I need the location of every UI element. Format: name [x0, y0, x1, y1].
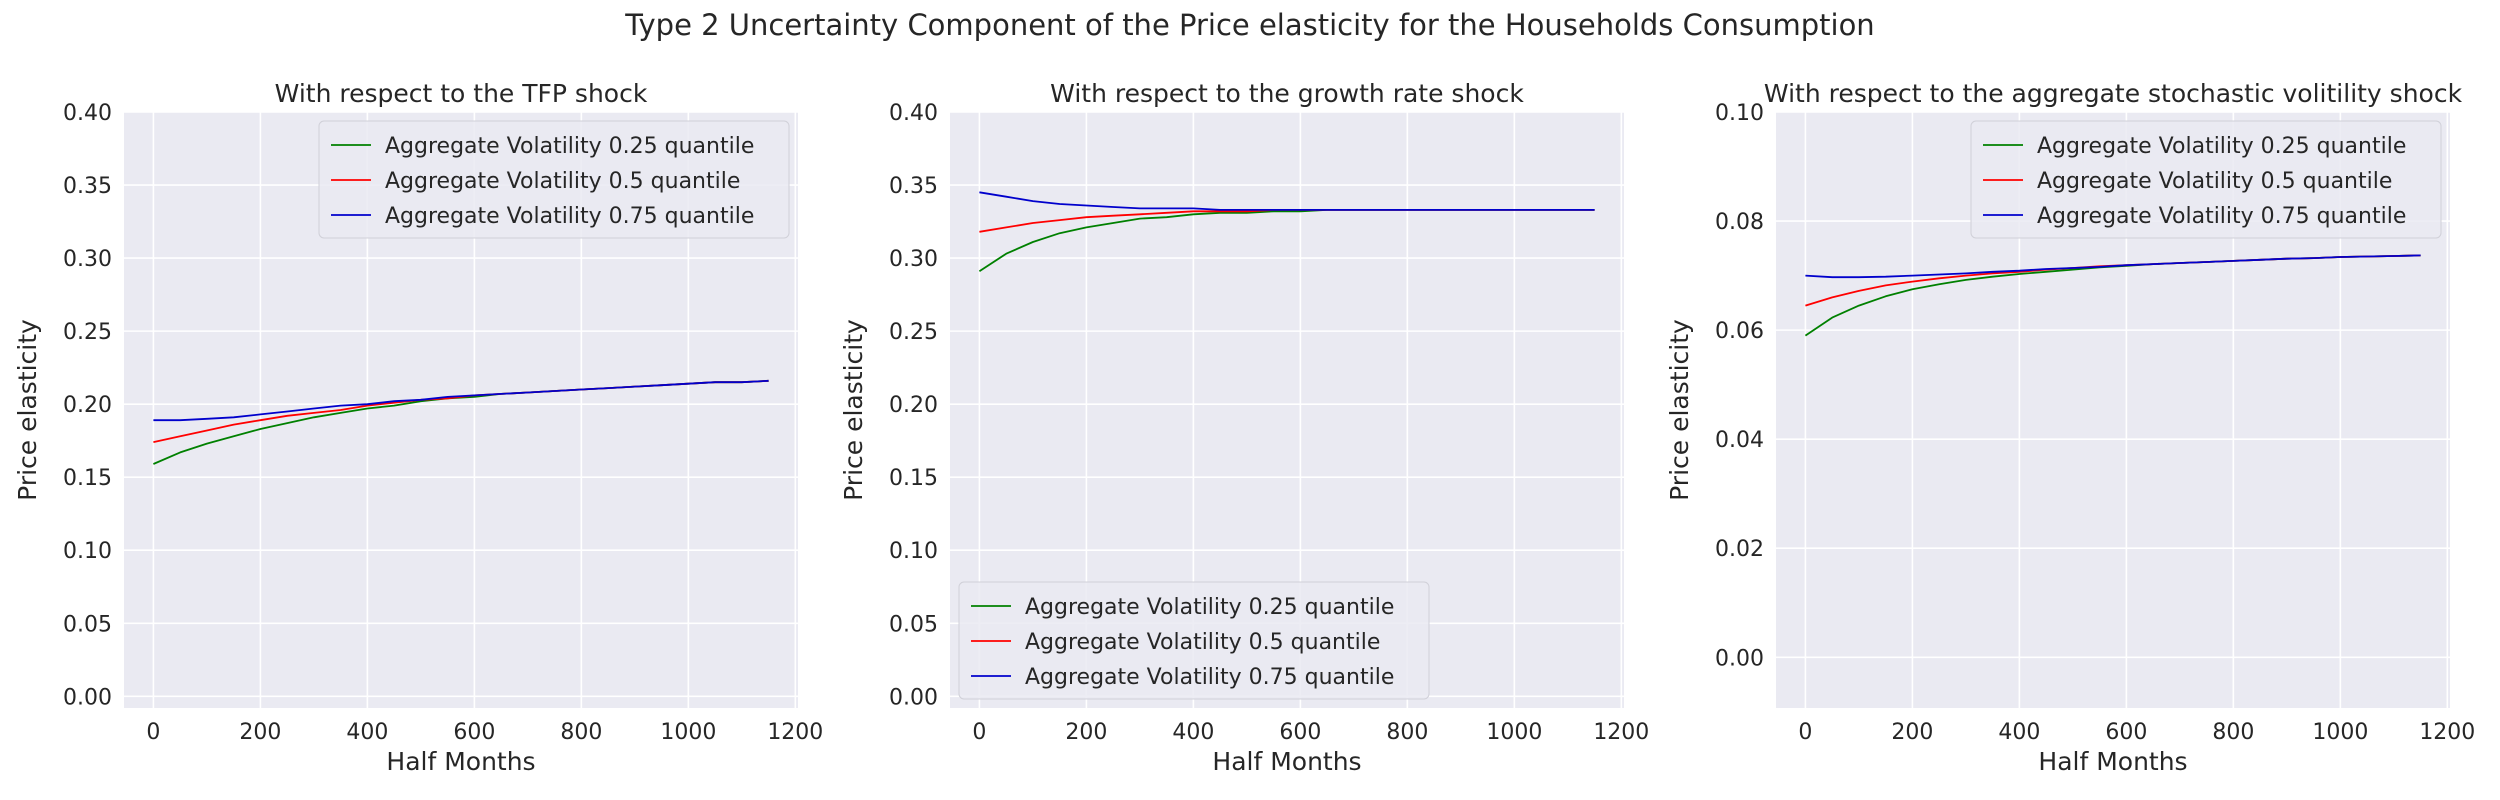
legend-label: Aggregate Volatility 0.5 quantile — [385, 169, 740, 194]
chart-panel-1: 0 200 400 600 800 1000 1200 0.00 0.05 0.10 0.15 0.2… — [13, 79, 823, 776]
y-tick-label: 0.35 — [889, 174, 938, 199]
legend: Aggregate Volatility 0.25 quantile Aggreg… — [318, 120, 790, 239]
x-tick-label: 1200 — [767, 720, 823, 745]
x-tick-label: 0 — [1798, 720, 1812, 745]
x-axis-label: Half Months — [386, 747, 535, 776]
series-line-3 — [1805, 254, 2421, 279]
legend-box — [318, 120, 790, 239]
legend: Aggregate Volatility 0.25 quantile Aggreg… — [958, 581, 1430, 700]
x-tick-label: 200 — [239, 720, 281, 745]
y-axis-label: Price elasticity — [13, 319, 42, 501]
legend-box — [1970, 120, 2442, 239]
y-tick-label: 0.04 — [1715, 428, 1764, 453]
y-axis-label: Price elasticity — [1665, 319, 1694, 501]
x-tick-label: 1000 — [660, 720, 716, 745]
y-tick-label: 0.25 — [889, 320, 938, 345]
x-tick-label: 0 — [146, 720, 160, 745]
x-tick-label: 800 — [2212, 720, 2254, 745]
x-tick-label: 200 — [1065, 720, 1107, 745]
legend-label: Aggregate Volatility 0.25 quantile — [2037, 134, 2406, 159]
x-tick-label: 800 — [560, 720, 602, 745]
x-tick-label: 600 — [1279, 720, 1321, 745]
legend-label: Aggregate Volatility 0.75 quantile — [2037, 204, 2406, 229]
y-tick-label: 0.20 — [889, 393, 938, 418]
x-tick-label: 600 — [2105, 720, 2147, 745]
chart-panel-3: 0 200 400 600 800 1000 1200 0.00 0.02 0.04 0.06 0.0… — [1665, 79, 2475, 776]
y-tick-label: 0.30 — [63, 247, 112, 272]
y-tick-label: 0.10 — [1715, 101, 1764, 126]
legend-label: Aggregate Volatility 0.75 quantile — [1025, 665, 1394, 690]
y-tick-label: 0.30 — [889, 247, 938, 272]
legend-box — [958, 581, 1430, 700]
legend-label: Aggregate Volatility 0.5 quantile — [1025, 630, 1380, 655]
y-tick-label: 0.15 — [889, 466, 938, 491]
panel-title: With respect to the aggregate stochastic… — [1764, 79, 2463, 108]
y-tick-label: 0.02 — [1715, 537, 1764, 562]
y-tick-label: 0.40 — [63, 101, 112, 126]
chart-panel-2: 0 200 400 600 800 1000 1200 0.00 0.05 0.10 0.15 0.2… — [839, 79, 1649, 776]
x-tick-label: 800 — [1386, 720, 1428, 745]
y-tick-label: 0.10 — [889, 539, 938, 564]
x-tick-label: 1000 — [2312, 720, 2368, 745]
series-line-3 — [979, 191, 1595, 211]
y-tick-label: 0.06 — [1715, 319, 1764, 344]
y-tick-label: 0.35 — [63, 174, 112, 199]
x-tick-label: 1200 — [1593, 720, 1649, 745]
x-axis-label: Half Months — [2038, 747, 2187, 776]
y-tick-label: 0.05 — [889, 612, 938, 637]
x-tick-label: 400 — [1172, 720, 1214, 745]
x-tick-label: 200 — [1891, 720, 1933, 745]
y-tick-label: 0.40 — [889, 101, 938, 126]
y-tick-label: 0.00 — [889, 685, 938, 710]
x-tick-label: 1000 — [1486, 720, 1542, 745]
legend-label: Aggregate Volatility 0.75 quantile — [385, 204, 754, 229]
x-tick-label: 400 — [346, 720, 388, 745]
x-tick-label: 0 — [972, 720, 986, 745]
x-tick-label: 1200 — [2419, 720, 2475, 745]
y-tick-label: 0.15 — [63, 466, 112, 491]
x-tick-label: 600 — [453, 720, 495, 745]
legend-label: Aggregate Volatility 0.25 quantile — [385, 134, 754, 159]
y-tick-label: 0.20 — [63, 393, 112, 418]
legend: Aggregate Volatility 0.25 quantile Aggreg… — [1970, 120, 2442, 239]
y-tick-label: 0.08 — [1715, 210, 1764, 235]
legend-label: Aggregate Volatility 0.5 quantile — [2037, 169, 2392, 194]
figure-title: Type 2 Uncertainty Component of the Pric… — [625, 8, 1875, 42]
legend-label: Aggregate Volatility 0.25 quantile — [1025, 595, 1394, 620]
panel-title: With respect to the TFP shock — [275, 79, 648, 108]
y-tick-label: 0.25 — [63, 320, 112, 345]
x-tick-label: 400 — [1998, 720, 2040, 745]
panel-title: With respect to the growth rate shock — [1050, 79, 1524, 108]
y-tick-label: 0.00 — [1715, 646, 1764, 671]
series-line-3 — [153, 379, 769, 422]
y-tick-label: 0.05 — [63, 612, 112, 637]
y-axis-label: Price elasticity — [839, 319, 868, 501]
y-tick-label: 0.10 — [63, 539, 112, 564]
y-tick-label: 0.00 — [63, 685, 112, 710]
x-axis-label: Half Months — [1212, 747, 1361, 776]
